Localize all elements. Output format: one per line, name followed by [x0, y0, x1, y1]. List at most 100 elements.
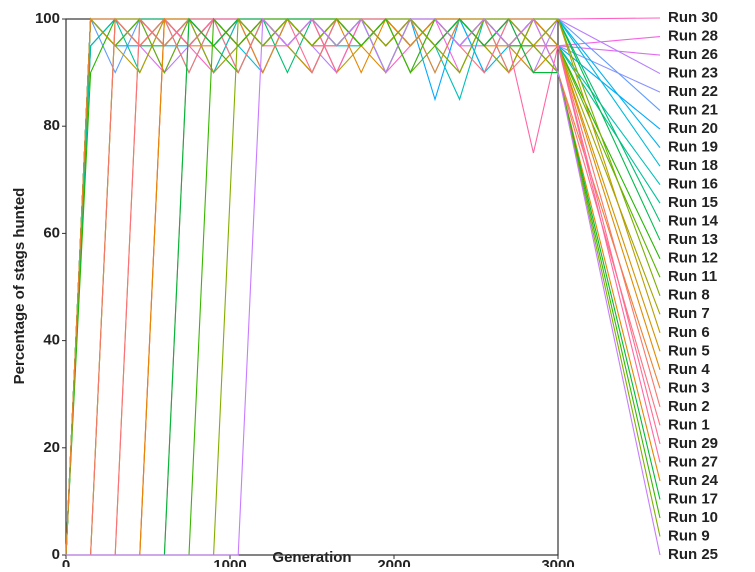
series-line: [66, 17, 559, 556]
series-line: [66, 17, 558, 556]
series-line: [65, 18, 559, 556]
label-connector: [557, 45, 661, 408]
label-connector: [557, 45, 661, 445]
series-label: Run 8: [668, 287, 710, 304]
series-label: Run 12: [668, 250, 718, 267]
series-line: [66, 17, 558, 556]
label-connector: [557, 18, 661, 148]
series-line: [66, 17, 558, 556]
label-connector: [557, 45, 661, 259]
x-tick-label: 0: [62, 557, 70, 567]
series-line: [65, 17, 558, 556]
label-connector: [557, 18, 661, 241]
series-label: Run 30: [668, 9, 718, 26]
label-connector: [557, 18, 661, 333]
series-label: Run 24: [668, 472, 719, 489]
y-tick-label: 0: [52, 546, 60, 563]
series-label: Run 5: [668, 342, 710, 359]
series-label: Run 11: [668, 268, 717, 285]
series-label: Run 23: [668, 65, 718, 82]
series-line: [66, 17, 559, 556]
series-label: Run 1: [668, 416, 710, 433]
series-label: Run 7: [668, 305, 710, 322]
series-label: Run 22: [668, 83, 718, 100]
label-connector: [557, 72, 661, 537]
series-line: [65, 18, 559, 556]
series-line: [65, 18, 559, 556]
label-connector: [557, 45, 661, 352]
label-connector: [557, 72, 661, 556]
series-line: [65, 17, 559, 556]
series-line: [65, 17, 559, 556]
series-label: Run 2: [668, 398, 710, 415]
series-label: Run 19: [668, 139, 718, 156]
series-line: [65, 18, 559, 556]
series-line: [65, 17, 559, 556]
series-label: Run 21: [668, 102, 718, 119]
series-line: [66, 17, 558, 556]
series-label: Run 6: [668, 324, 710, 341]
y-axis-title: Percentage of stags hunted: [11, 188, 28, 385]
series-label: Run 26: [668, 46, 718, 63]
series-label: Run 15: [668, 194, 718, 211]
label-connector: [557, 18, 661, 296]
x-tick-label: 1000: [213, 557, 246, 567]
label-connector: [557, 18, 661, 111]
plot-frame: [65, 18, 559, 556]
series-line: [65, 18, 559, 556]
series-label: Run 27: [668, 453, 718, 470]
series-line: [66, 17, 559, 556]
label-connector: [557, 45, 661, 315]
label-connector: [557, 45, 661, 370]
label-connector: [557, 45, 661, 463]
series-line: [65, 17, 559, 556]
series-label: Run 14: [668, 213, 719, 230]
y-tick-label: 100: [35, 10, 60, 27]
x-tick-label: 2000: [377, 557, 410, 567]
series-line: [65, 18, 559, 556]
series-line: [65, 17, 558, 556]
label-connector: [557, 45, 661, 185]
x-axis-title: Generation: [272, 549, 351, 566]
label-connector: [557, 72, 661, 426]
label-connector: [557, 72, 661, 500]
series-label: Run 9: [668, 527, 710, 544]
label-connector: [557, 18, 661, 222]
y-tick-label: 20: [43, 439, 60, 456]
series-label: Run 28: [668, 27, 718, 44]
series-label: Run 10: [668, 509, 718, 526]
series-line: [65, 18, 558, 556]
series-label: Run 17: [668, 490, 718, 507]
series-label: Run 25: [668, 546, 718, 563]
series-line: [66, 18, 559, 556]
series-label: Run 18: [668, 157, 718, 174]
series-label: Run 13: [668, 231, 718, 248]
series-label: Run 4: [668, 361, 710, 378]
series-line: [66, 17, 559, 556]
y-tick-label: 80: [43, 117, 60, 134]
label-connector: [557, 72, 661, 482]
series-line: [65, 18, 559, 556]
label-connector: [557, 45, 661, 56]
series-line: [65, 18, 559, 556]
label-connector: [557, 45, 661, 278]
series-line: [66, 18, 559, 556]
y-tick-label: 40: [43, 332, 60, 349]
label-connector: [557, 18, 661, 75]
label-connector: [557, 17, 661, 20]
series-label: Run 29: [668, 435, 718, 452]
y-tick-label: 60: [43, 224, 60, 241]
series-line: [65, 18, 559, 556]
series-line: [65, 17, 558, 556]
series-line: [66, 17, 559, 556]
label-connector: [557, 72, 661, 519]
label-connector: [557, 72, 661, 389]
series-line: [66, 17, 559, 556]
x-tick-label: 3000: [541, 557, 574, 567]
series-label: Run 3: [668, 379, 710, 396]
series-label: Run 20: [668, 120, 718, 137]
label-connector: [557, 18, 661, 167]
label-connector: [557, 45, 661, 130]
